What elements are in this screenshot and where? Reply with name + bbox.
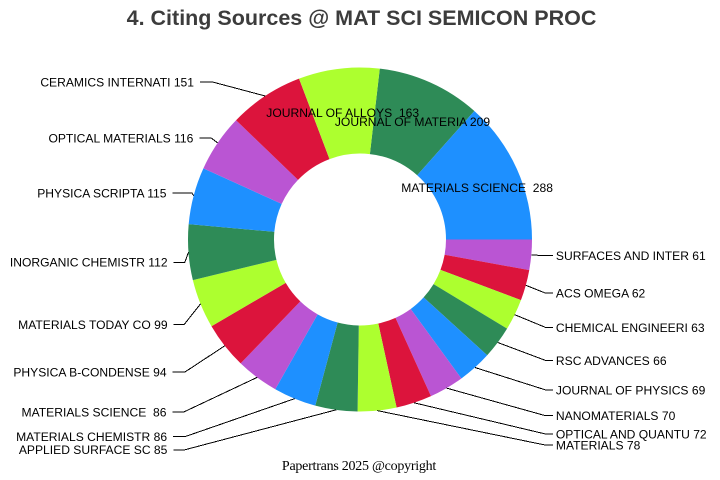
svg-text:MATERIALS CHEMISTR 86: MATERIALS CHEMISTR 86 bbox=[16, 430, 167, 444]
svg-text:JOURNAL OF PHYSICS 69: JOURNAL OF PHYSICS 69 bbox=[556, 383, 706, 397]
svg-text:PHYSICA B-CONDENSE 94: PHYSICA B-CONDENSE 94 bbox=[13, 366, 167, 380]
svg-text:OPTICAL AND QUANTU 72: OPTICAL AND QUANTU 72 bbox=[556, 427, 707, 441]
svg-text:4. Citing Sources @ MAT SCI SE: 4. Citing Sources @ MAT SCI SEMICON PROC bbox=[127, 6, 597, 30]
svg-text:NANOMATERIALS 70: NANOMATERIALS 70 bbox=[556, 409, 676, 423]
svg-text:MATERIALS SCIENCE 86: MATERIALS SCIENCE 86 bbox=[22, 406, 167, 420]
svg-text:MATERIALS 78: MATERIALS 78 bbox=[556, 439, 641, 453]
svg-text:MATERIALS TODAY CO 99: MATERIALS TODAY CO 99 bbox=[18, 318, 168, 332]
svg-text:OPTICAL MATERIALS 116: OPTICAL MATERIALS 116 bbox=[48, 132, 193, 146]
svg-text:APPLIED SURFACE SC 85: APPLIED SURFACE SC 85 bbox=[19, 443, 168, 457]
svg-text:MATERIALS SCIENCE 288: MATERIALS SCIENCE 288 bbox=[401, 181, 553, 195]
svg-text:ACS OMEGA 62: ACS OMEGA 62 bbox=[556, 287, 646, 301]
svg-text:CHEMICAL ENGINEERI 63: CHEMICAL ENGINEERI 63 bbox=[556, 321, 705, 335]
svg-text:PHYSICA SCRIPTA 115: PHYSICA SCRIPTA 115 bbox=[37, 187, 167, 201]
svg-text:CERAMICS INTERNATI 151: CERAMICS INTERNATI 151 bbox=[40, 75, 194, 89]
svg-text:JOURNAL OF ALLOYS 163: JOURNAL OF ALLOYS 163 bbox=[266, 106, 419, 120]
svg-text:Papertrans 2025 @copyright: Papertrans 2025 @copyright bbox=[282, 459, 436, 474]
svg-text:INORGANIC CHEMISTR 112: INORGANIC CHEMISTR 112 bbox=[10, 256, 168, 270]
svg-text:SURFACES AND INTER 61: SURFACES AND INTER 61 bbox=[556, 249, 706, 263]
svg-text:RSC ADVANCES 66: RSC ADVANCES 66 bbox=[556, 354, 667, 368]
svg-text:JOURNAL OF MATERIA 209: JOURNAL OF MATERIA 209 bbox=[335, 115, 491, 129]
